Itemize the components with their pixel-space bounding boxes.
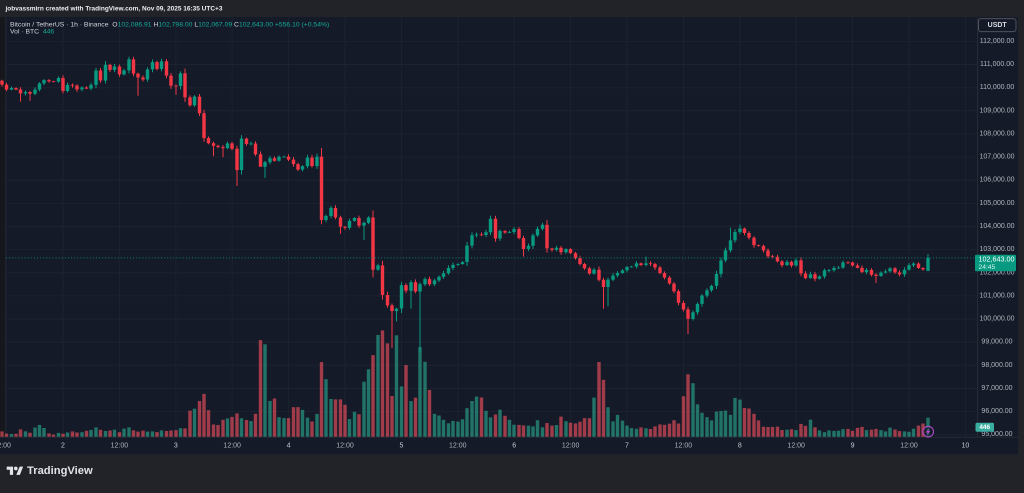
- svg-text:24:45: 24:45: [979, 264, 996, 271]
- svg-text:6: 6: [512, 443, 516, 450]
- svg-text:USDT: USDT: [988, 22, 1008, 29]
- svg-text:jobvassmirn created with Tradi: jobvassmirn created with TradingView.com…: [5, 5, 223, 12]
- svg-text:3: 3: [174, 443, 178, 450]
- svg-text:12:00: 12:00: [562, 443, 580, 450]
- svg-text:TradingView: TradingView: [27, 465, 93, 477]
- svg-text:100,000.00: 100,000.00: [979, 316, 1014, 323]
- svg-text:102,643.00: 102,643.00: [979, 255, 1015, 264]
- svg-text:12:00: 12:00: [111, 443, 129, 450]
- svg-text:99,000.00: 99,000.00: [981, 339, 1012, 346]
- svg-text:98,000.00: 98,000.00: [981, 362, 1012, 369]
- svg-text:109,000.00: 109,000.00: [979, 107, 1014, 114]
- svg-text:96,000.00: 96,000.00: [981, 408, 1012, 415]
- svg-text:12:00: 12:00: [336, 443, 354, 450]
- svg-text:104,000.00: 104,000.00: [979, 223, 1014, 230]
- svg-text:12:00: 12:00: [675, 443, 693, 450]
- svg-text:95,000.00: 95,000.00: [981, 431, 1012, 438]
- svg-text:12:00: 12:00: [900, 443, 918, 450]
- svg-text:446: 446: [979, 424, 990, 431]
- svg-text:8: 8: [738, 443, 742, 450]
- svg-text:110,000.00: 110,000.00: [980, 84, 1015, 91]
- svg-text:4: 4: [287, 443, 291, 450]
- svg-text:101,000.00: 101,000.00: [979, 292, 1014, 299]
- svg-text:107,000.00: 107,000.00: [979, 154, 1014, 161]
- svg-text:7: 7: [625, 443, 629, 450]
- svg-text:106,000.00: 106,000.00: [979, 177, 1014, 184]
- svg-text:Bitcoin / TetherUS · 1h · Bina: Bitcoin / TetherUS · 1h · Binance O102,0…: [10, 21, 329, 28]
- svg-text:12:00: 12:00: [0, 443, 11, 450]
- svg-text:108,000.00: 108,000.00: [979, 130, 1014, 137]
- svg-text:12:00: 12:00: [787, 443, 805, 450]
- svg-text:10: 10: [962, 443, 970, 450]
- svg-text:111,000.00: 111,000.00: [980, 61, 1014, 68]
- svg-text:12:00: 12:00: [449, 443, 467, 450]
- svg-text:5: 5: [399, 443, 403, 450]
- svg-text:102,000.00: 102,000.00: [979, 269, 1014, 276]
- svg-text:12:00: 12:00: [223, 443, 241, 450]
- svg-text:105,000.00: 105,000.00: [979, 200, 1014, 207]
- svg-text:Vol · BTC 446: Vol · BTC 446: [10, 28, 54, 35]
- svg-text:97,000.00: 97,000.00: [981, 385, 1012, 392]
- svg-text:2: 2: [61, 443, 65, 450]
- svg-text:112,000.00: 112,000.00: [980, 38, 1015, 45]
- svg-text:103,000.00: 103,000.00: [979, 246, 1014, 253]
- svg-text:9: 9: [851, 443, 855, 450]
